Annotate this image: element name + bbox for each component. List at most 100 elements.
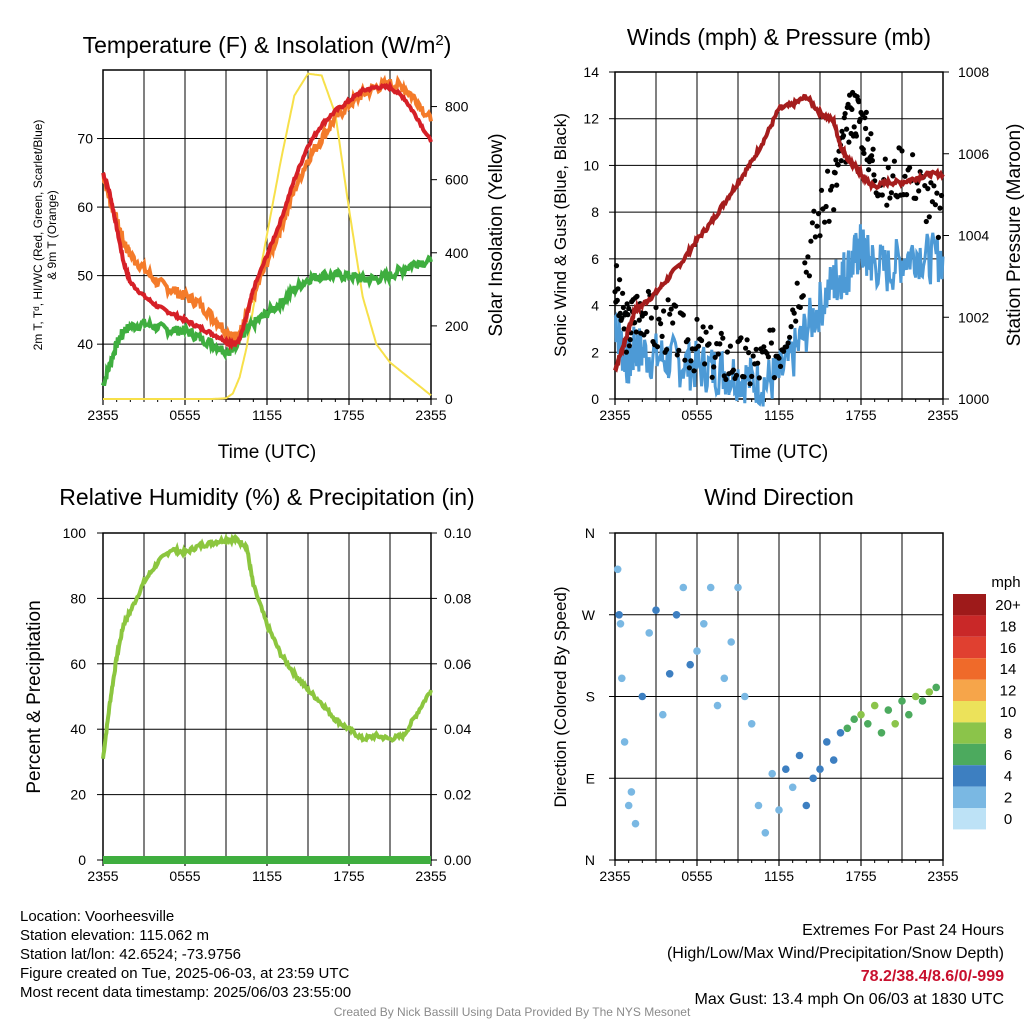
y-tick-label: 70 [77,131,93,147]
gust-point [750,353,756,359]
gust-point [613,263,620,269]
gust-point [857,116,863,122]
gust-point [753,346,759,352]
colorbar-swatch [953,636,986,659]
y-tick-label: 60 [77,199,93,215]
gust-point [746,350,752,356]
x-tick-label: 1155 [252,868,282,884]
direction-point [618,674,626,683]
gust-point [823,203,829,210]
gust-point [840,133,847,139]
y-tick-label: 20 [70,787,86,803]
y2-tick-label: 0 [445,391,453,407]
direction-point [925,688,934,696]
colorbar-label: 12 [1000,683,1017,700]
gust-point [699,337,705,344]
gust-point [937,205,943,211]
figure-created: Figure created on Tue, 2025-06-03, at 23… [20,965,350,982]
y-axis-label: Sonic Wind & Gust (Blue, Black) [551,113,570,357]
gust-point [851,124,857,130]
gust-point [917,169,923,175]
pressure-line [613,93,945,373]
station-elevation: Station elevation: 115.062 m [20,927,210,944]
direction-point [686,660,694,669]
gust-point [923,218,929,225]
gust-point [768,340,775,346]
chart-title: Temperature (F) & Insolation (W/m2) [83,32,452,59]
y-tick-label: S [586,689,595,705]
gust-point [653,304,659,311]
x-tick-label: 0555 [681,407,712,423]
gust-point [812,234,819,240]
gust-point [899,148,905,154]
x-tick-label: 0555 [169,407,200,423]
gust-point [614,297,620,303]
gust-point [815,211,822,217]
x-tick-label: 2355 [87,868,118,884]
colorbar-swatch [953,743,986,766]
wind-pressure-panel: 2355 0555 1155 1755 235502468101214100010021… [551,24,1024,463]
gust-point [809,220,816,226]
gust-point [932,202,939,208]
y-tick-label: 40 [77,336,93,352]
y-tick-label: 0 [591,391,599,407]
gust-point [620,304,627,311]
gust-point [814,223,820,229]
gust-point [688,358,694,364]
gust-point [718,330,724,336]
direction-point [775,806,783,814]
y-axis-label: 2m T, Tᵈ, HI/WC (Red, Green, Scarlet/Blu… [31,120,45,351]
y-tick-label: 12 [583,111,599,127]
direction-point [768,769,776,778]
gust-point [624,301,630,307]
gust-point [625,312,631,318]
gust-point [863,109,869,115]
gust-point [849,106,855,112]
gust-point [636,317,642,323]
gust-point [805,254,811,260]
gust-point [673,303,679,309]
gust-point [791,310,797,316]
title-superscript: 2 [435,32,443,49]
direction-point [700,620,708,628]
extremes-values: 78.2/38.4/8.6/0/-999 [860,968,1004,985]
gust-point [869,153,875,159]
gust-point [741,374,747,380]
direction-point [870,701,879,710]
gust-point [800,293,806,299]
gust-point [853,133,860,139]
y2-tick-label: 600 [445,172,469,188]
direction-point [627,788,636,796]
gust-point [668,306,674,312]
gust-point [674,352,680,358]
extremes-title: Extremes For Past 24 Hours [802,922,1004,939]
gust-point [676,347,682,353]
colorbar-label: 8 [1004,725,1012,742]
gust-point [670,320,676,326]
colorbar-swatch [953,594,986,616]
gust-point [817,233,823,239]
gust-point [620,290,626,296]
gust-point [717,341,723,347]
gust-point [916,188,922,194]
gust-point [615,286,621,292]
direction-point [782,765,790,773]
direction-point [891,720,899,728]
direction-point [816,765,824,773]
x-axis-label: Time (UTC) [730,442,829,463]
gust-point [738,335,744,341]
gust-point [617,310,623,316]
gust-point [623,349,630,355]
gust-point [787,334,793,340]
gust-point [860,146,866,152]
y2-tick-label: 800 [445,99,469,115]
x-tick-label: 0555 [169,868,200,884]
gust-point [839,128,845,134]
direction-point [932,683,940,692]
gust-point [680,312,686,318]
recent-timestamp: Most recent data timestamp: 2025/06/03 2… [20,984,352,1001]
x-tick-label: 1155 [252,407,282,423]
gust-point [861,150,867,156]
x-tick-label: 2355 [87,407,118,423]
y2-axis-label: Station Pressure (Maroon) [1004,124,1024,347]
